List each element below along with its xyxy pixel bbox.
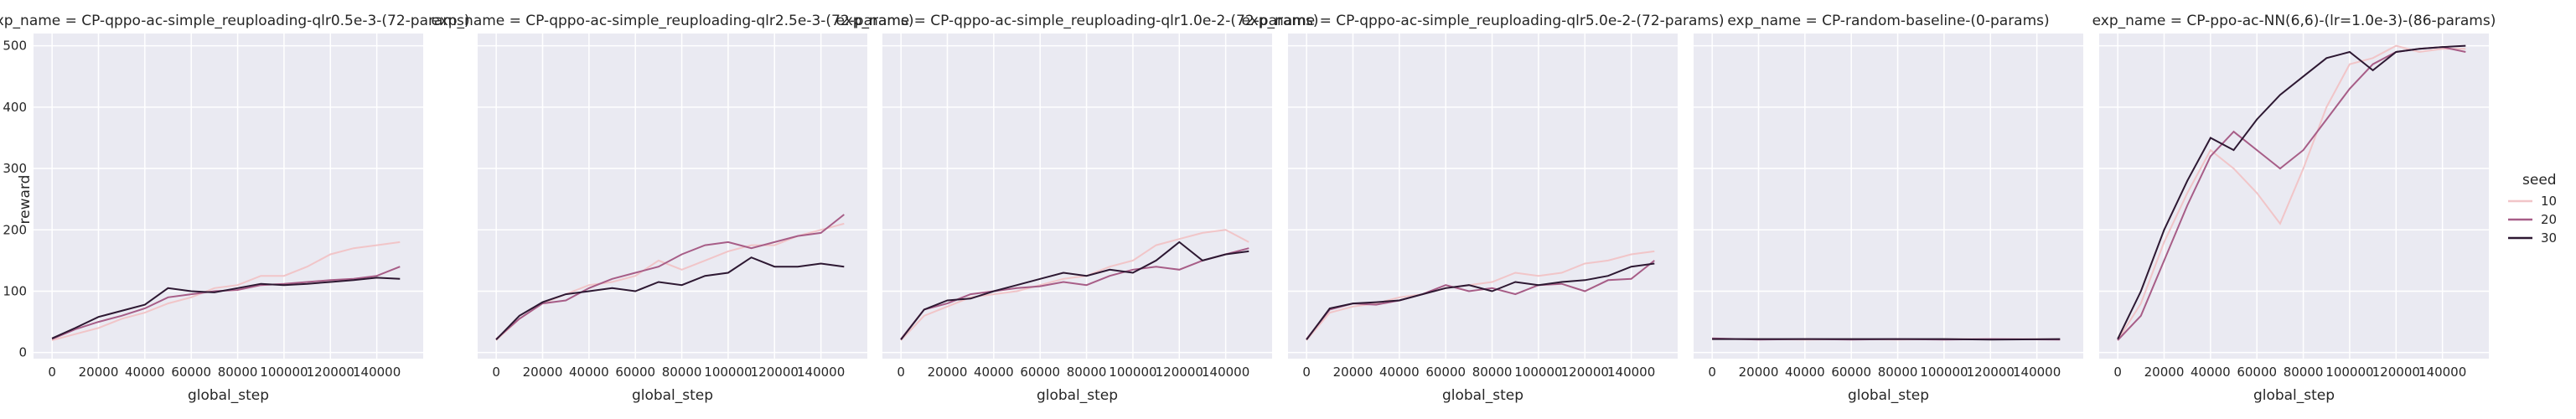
x-tick-label: 40000 <box>2191 365 2231 380</box>
x-tick-label: 120000 <box>1967 365 2015 380</box>
series-line-seed-30 <box>1712 338 2061 341</box>
y-tick-label: 100 <box>3 283 27 298</box>
x-tick-label: 0 <box>2113 365 2122 380</box>
panel-title: exp_name = CP-random-baseline-(0-params) <box>1727 13 2049 29</box>
series-line-seed-10 <box>900 229 1249 341</box>
plot-area <box>1694 34 2083 359</box>
x-tick-label: 20000 <box>2144 365 2185 380</box>
x-tick-label: 40000 <box>125 365 165 380</box>
x-tick-label: 100000 <box>2325 365 2373 380</box>
x-tick-label: 80000 <box>662 365 702 380</box>
x-tick-label: 40000 <box>1785 365 1825 380</box>
x-tick-label: 20000 <box>928 365 968 380</box>
x-tick-label: 60000 <box>1425 365 1466 380</box>
panel-title: exp_name = CP-qppo-ac-simple_reuploading… <box>836 13 1319 29</box>
y-tick-label: 500 <box>3 39 27 54</box>
plot-area <box>2099 34 2489 359</box>
x-axis-label: global_step <box>2253 387 2335 404</box>
x-tick-label: 120000 <box>1561 365 1609 380</box>
x-tick-label: 140000 <box>797 365 845 380</box>
x-tick-label: 80000 <box>1472 365 1513 380</box>
x-tick-label: 140000 <box>353 365 401 380</box>
y-tick-label: 400 <box>3 100 27 115</box>
x-tick-label: 20000 <box>1333 365 1373 380</box>
plot-area <box>478 34 867 359</box>
x-axis-label: global_step <box>188 387 269 404</box>
x-tick-label: 80000 <box>1067 365 1107 380</box>
x-tick-label: 120000 <box>751 365 799 380</box>
x-tick-label: 60000 <box>1831 365 1871 380</box>
series-line-seed-30 <box>495 256 845 340</box>
x-tick-label: 140000 <box>2013 365 2061 380</box>
x-tick-label: 40000 <box>569 365 609 380</box>
series-line-seed-10 <box>51 241 401 341</box>
y-axis-label: reward <box>17 175 34 225</box>
x-tick-label: 60000 <box>615 365 655 380</box>
series-line-seed-20 <box>495 214 845 340</box>
x-tick-label: 140000 <box>1202 365 1249 380</box>
x-tick-label: 0 <box>897 365 905 380</box>
panel-title: exp_name = CP-qppo-ac-simple_reuploading… <box>432 13 914 29</box>
panel-1: 0 100 200 300 400 500 0 20000 40000 60000 80000 100… <box>0 13 469 404</box>
x-tick-label: 140000 <box>2418 365 2466 380</box>
x-axis-label: global_step <box>1442 387 1523 404</box>
x-tick-label: 60000 <box>171 365 211 380</box>
x-tick-label: 120000 <box>1156 365 1203 380</box>
x-tick-label: 0 <box>492 365 500 380</box>
x-tick-label: 120000 <box>2372 365 2420 380</box>
x-tick-label: 60000 <box>1020 365 1060 380</box>
series-line-seed-30 <box>2117 44 2466 340</box>
x-tick-label: 100000 <box>1920 365 1968 380</box>
legend-label-seed-30: 30 <box>2541 230 2557 246</box>
series-line-seed-30 <box>1306 262 1655 340</box>
x-tick-label: 60000 <box>2237 365 2277 380</box>
x-tick-label: 120000 <box>307 365 354 380</box>
legend: seed 10 20 30 <box>2508 172 2557 246</box>
x-tick-label: 0 <box>1302 365 1311 380</box>
y-tick-label: 300 <box>3 161 27 176</box>
x-tick-label: 80000 <box>1878 365 1918 380</box>
x-tick-label: 80000 <box>2284 365 2324 380</box>
panel-title: exp_name = CP-ppo-ac-NN(6,6)-(lr=1.0e-3)… <box>2092 13 2496 29</box>
y-tick-label: 200 <box>3 222 27 237</box>
legend-title: seed <box>2522 172 2557 189</box>
x-tick-label: 0 <box>48 365 56 380</box>
x-tick-label: 100000 <box>1514 365 1562 380</box>
x-tick-label: 140000 <box>1607 365 1655 380</box>
x-tick-label: 100000 <box>260 365 308 380</box>
plot-area <box>1288 34 1678 359</box>
x-axis-label: global_step <box>632 387 713 404</box>
x-axis-label: global_step <box>1037 387 1118 404</box>
x-tick-label: 20000 <box>79 365 119 380</box>
y-tick-label: 0 <box>18 345 27 360</box>
panel-title: exp_name = CP-qppo-ac-simple_reuploading… <box>1242 13 1725 29</box>
x-tick-label: 20000 <box>1739 365 1779 380</box>
series-line-seed-10 <box>1306 250 1655 341</box>
legend-label-seed-10: 10 <box>2541 194 2557 209</box>
legend-label-seed-20: 20 <box>2541 212 2557 227</box>
x-tick-label: 0 <box>1708 365 1716 380</box>
x-tick-label: 80000 <box>218 365 258 380</box>
panel-title: exp_name = CP-qppo-ac-simple_reuploading… <box>0 13 469 29</box>
x-tick-label: 100000 <box>704 365 752 380</box>
x-tick-label: 40000 <box>1379 365 1420 380</box>
plot-area <box>34 34 423 359</box>
x-tick-label: 100000 <box>1109 365 1156 380</box>
series-line-seed-30 <box>51 277 401 339</box>
x-tick-label: 20000 <box>523 365 563 380</box>
series-line-seed-30 <box>900 241 1249 340</box>
series-line-seed-20 <box>1306 260 1655 340</box>
x-axis-label: global_step <box>1848 387 1929 404</box>
series-line-seed-10 <box>2117 44 2466 341</box>
x-tick-label: 40000 <box>974 365 1014 380</box>
